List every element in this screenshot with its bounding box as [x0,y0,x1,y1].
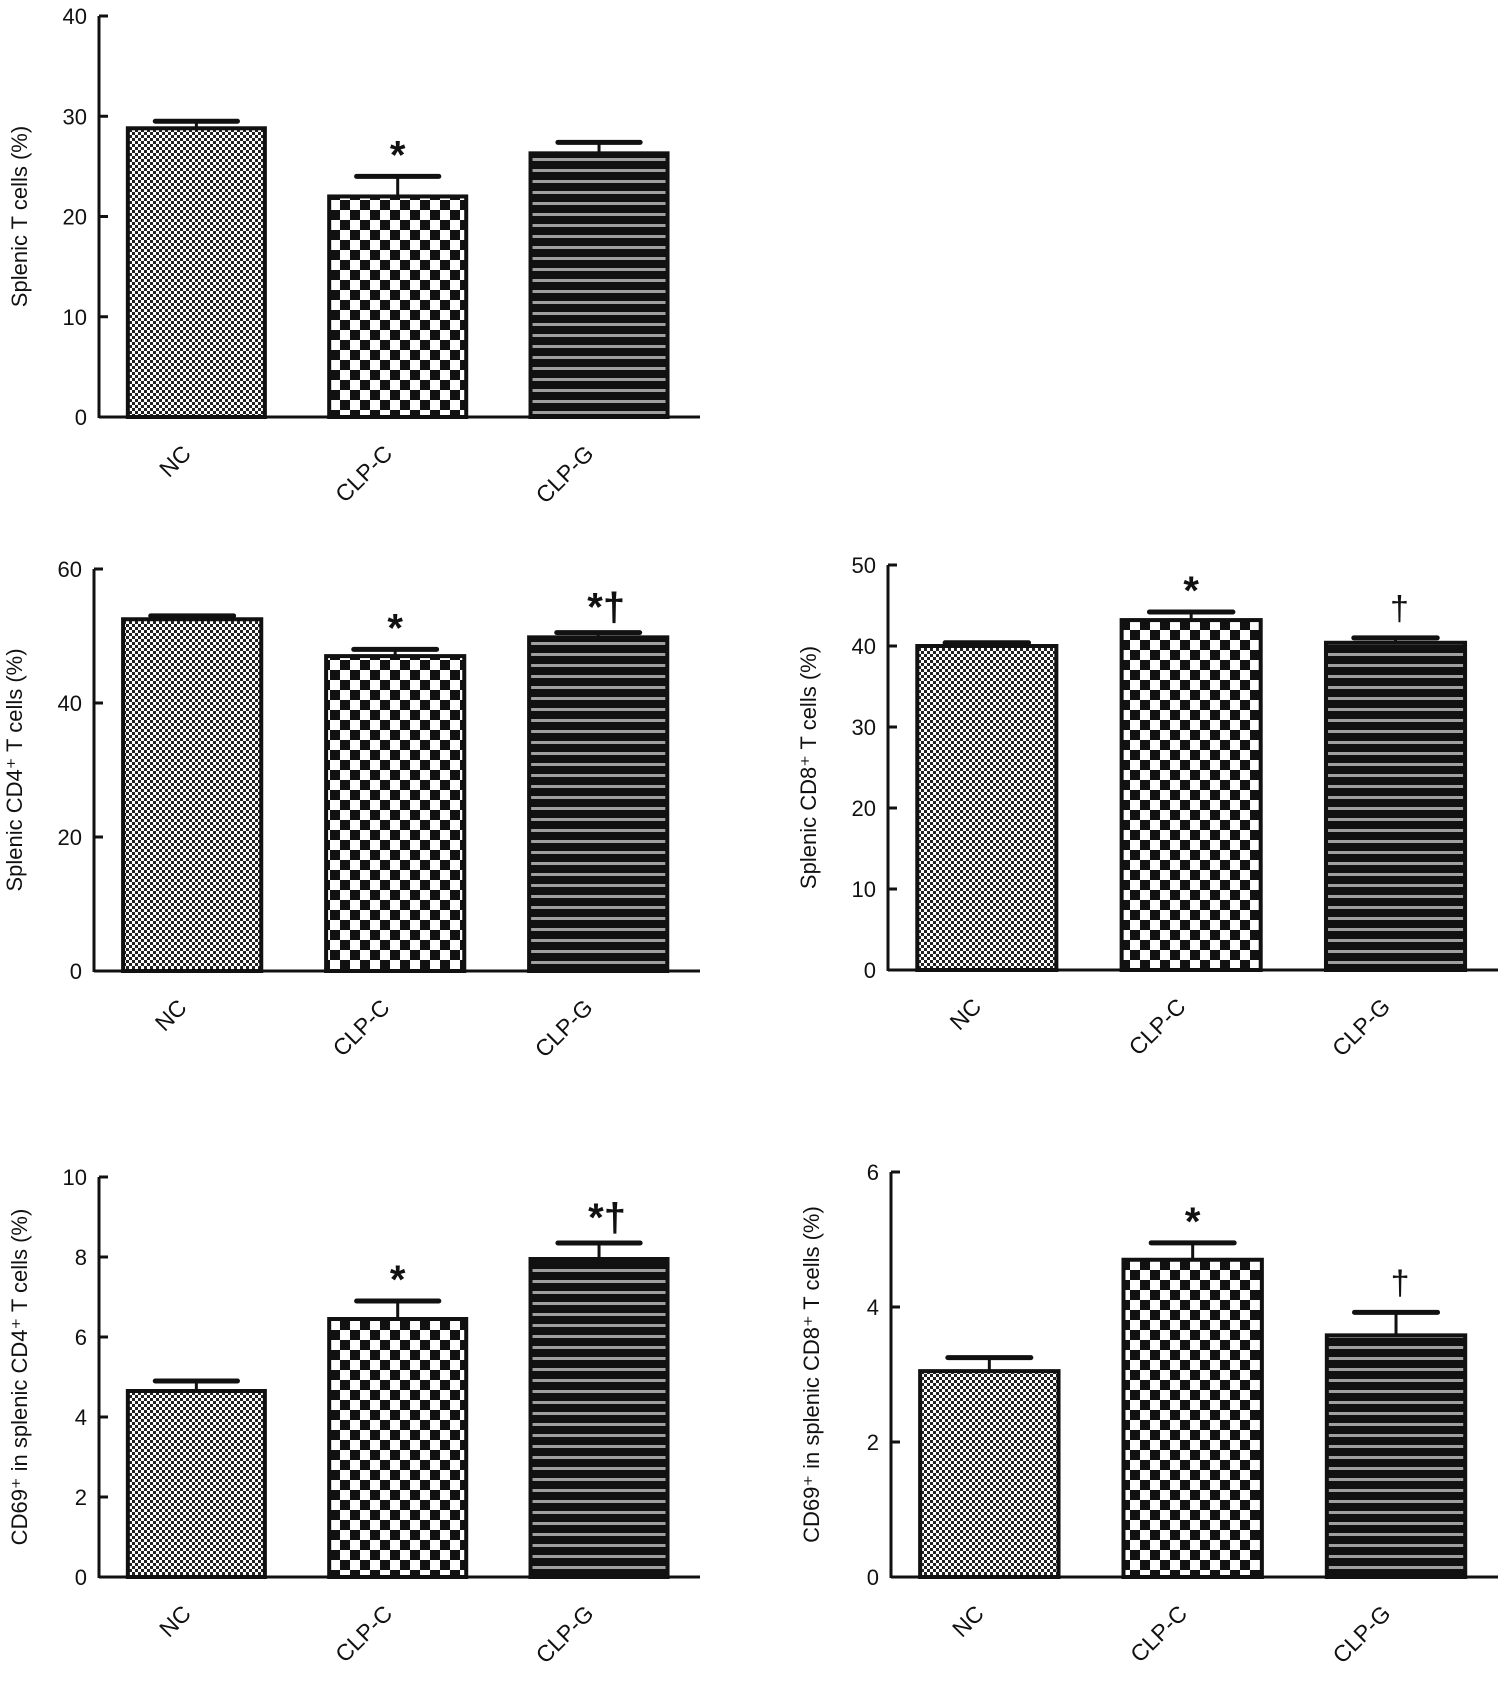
y-tick-label: 10 [63,305,87,330]
x-tick-label: CLP-G [1327,993,1395,1061]
significance-asterisk: * [1185,1200,1201,1244]
x-tick-label: CLP-G [530,994,598,1062]
y-tick-label: 0 [75,1565,87,1590]
significance-asterisk-dagger: *† [588,1196,626,1240]
y-tick-label: 20 [63,205,87,230]
significance-asterisk: * [390,1258,406,1302]
x-tick-label: NC [944,993,986,1035]
chart-panel-4: 0 2 4 6 8 10 CD69⁺ in splenic CD4⁺ T cells (%)… [7,1165,700,1668]
y-tick-label: 10 [852,877,876,902]
y-axis-label: Splenic CD4⁺ T cells (%) [2,648,27,891]
y-tick-label: 40 [852,634,876,659]
bar-clp-g [528,1257,670,1579]
y-tick-label: 60 [58,557,82,582]
bar-clp-c [1119,618,1263,973]
x-tick-label: NC [154,1600,196,1642]
significance-asterisk: * [1183,569,1199,613]
bar-clp-g [1323,640,1468,972]
bar-clp-c [327,194,469,419]
bar-clp-c [324,654,467,973]
chart-panel-2: 0 20 40 60 Splenic CD4⁺ T cells (%) NC CLP-C * C… [2,557,700,1062]
significance-dagger: † [1390,590,1409,628]
y-tick-label: 2 [867,1430,879,1455]
x-tick-label: CLP-G [530,440,598,508]
y-tick-label: 2 [75,1485,87,1510]
y-tick-label: 4 [867,1295,879,1320]
y-tick-label: 0 [75,405,87,430]
y-tick-label: 0 [70,959,82,984]
y-axis-label: CD69⁺ in splenic CD8⁺ T cells (%) [799,1206,824,1543]
y-tick-label: 50 [852,553,876,578]
bar-clp-c [327,1317,469,1579]
bar-clp-g [527,635,670,974]
x-tick-label: NC [947,1600,989,1642]
chart-panel-5: 0 2 4 6 CD69⁺ in splenic CD8⁺ T cells (%) NC C… [799,1160,1498,1668]
y-tick-label: 20 [58,825,82,850]
x-tick-label: NC [150,994,192,1036]
y-tick-label: 4 [75,1405,87,1430]
x-tick-label: CLP-C [328,994,395,1061]
significance-dagger: † [1391,1264,1410,1302]
bar-clp-g [1324,1333,1468,1579]
y-tick-label: 40 [63,4,87,29]
x-tick-label: CLP-G [530,1600,598,1668]
bar-nc [125,126,267,419]
x-tick-label: CLP-C [330,1600,397,1667]
x-tick-label: NC [154,440,196,482]
chart-panel-1: 0 10 20 30 40 Splenic T cells (%) NC CLP-C * CLP-… [7,4,700,508]
x-tick-label: CLP-G [1327,1600,1395,1668]
y-axis-label: Splenic CD8⁺ T cells (%) [796,646,821,889]
y-tick-label: 0 [867,1565,879,1590]
bar-nc [918,1369,1061,1579]
y-tick-label: 8 [75,1245,87,1270]
y-axis-label: CD69⁺ in splenic CD4⁺ T cells (%) [7,1209,32,1546]
y-tick-label: 10 [63,1165,87,1190]
bar-nc [125,1389,267,1579]
bar-clp-c [1121,1257,1264,1579]
y-tick-label: 20 [852,796,876,821]
y-tick-label: 40 [58,691,82,716]
significance-asterisk: * [390,133,406,177]
bar-clp-g [528,151,670,419]
y-axis-label: Splenic T cells (%) [7,126,32,307]
x-tick-label: CLP-C [1125,1600,1192,1667]
bar-nc [121,617,264,973]
chart-panel-3: 0 10 20 30 40 50 Splenic CD8⁺ T cells (%) NC CLP… [796,553,1498,1061]
x-tick-label: CLP-C [330,440,397,507]
y-tick-label: 6 [867,1160,879,1185]
significance-asterisk: * [387,606,403,650]
y-tick-label: 0 [864,958,876,983]
y-tick-label: 6 [75,1325,87,1350]
significance-asterisk-dagger: *† [587,586,625,630]
y-tick-label: 30 [852,715,876,740]
y-tick-label: 30 [63,104,87,129]
x-tick-label: CLP-C [1124,993,1191,1060]
bar-nc [915,644,1059,972]
